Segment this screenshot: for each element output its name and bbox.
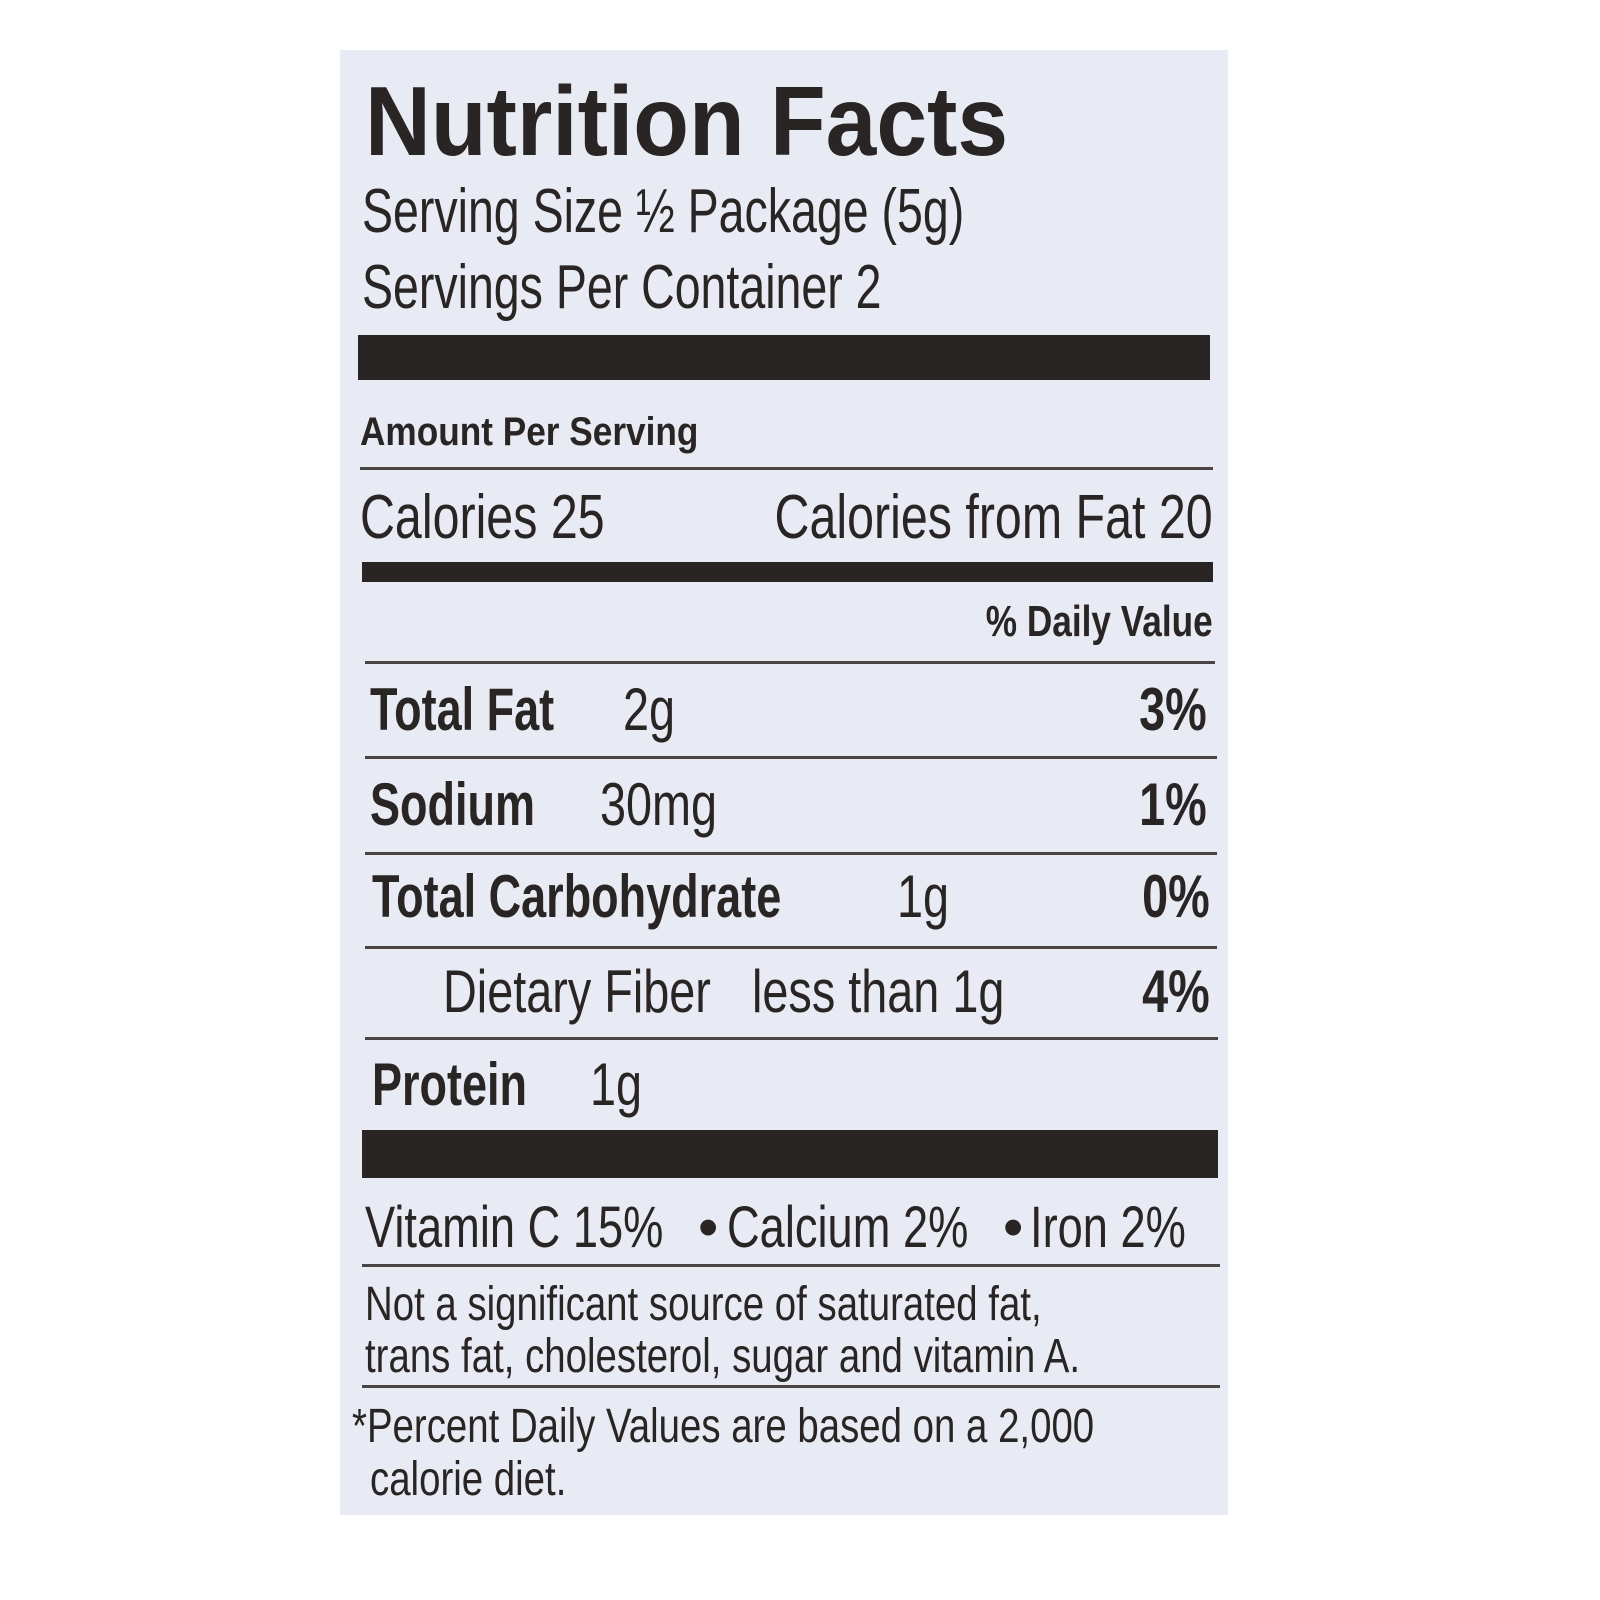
- rule: [362, 1385, 1220, 1388]
- footnote-line: *Percent Daily Values are based on a 2,0…: [352, 1400, 1095, 1453]
- nutrient-amount: 30mg: [600, 771, 718, 838]
- thick-rule: [358, 335, 1210, 380]
- title: Nutrition Facts: [365, 66, 1009, 176]
- vitamin: Vitamin C 15%: [365, 1195, 664, 1260]
- nutrient-daily-value: 4%: [1142, 958, 1210, 1025]
- nutrient-name: Total Fat: [370, 676, 555, 743]
- nutrient-amount: 2g: [623, 676, 676, 743]
- nutrient-daily-value: 3%: [1139, 676, 1207, 743]
- thick-rule: [362, 1130, 1218, 1178]
- bullet: •: [1003, 1195, 1024, 1260]
- nutrient-amount: 1g: [897, 863, 950, 930]
- nutrient-name: Dietary Fiber: [443, 958, 711, 1025]
- note-line: trans fat, cholesterol, sugar and vitami…: [365, 1330, 1081, 1383]
- rule: [365, 756, 1217, 759]
- vitamin: Calcium 2%: [727, 1195, 969, 1260]
- nutrient-daily-value: 1%: [1139, 771, 1207, 838]
- nutrient-amount: 1g: [590, 1051, 643, 1118]
- nutrient-name: Sodium: [370, 771, 535, 838]
- bullet: •: [698, 1195, 719, 1260]
- calories: Calories 25: [360, 483, 605, 552]
- note-line: Not a significant source of saturated fa…: [365, 1278, 1042, 1331]
- rule: [365, 852, 1217, 855]
- rule: [365, 661, 1215, 664]
- label-panel: [340, 50, 1228, 1515]
- nutrient-daily-value: 0%: [1142, 863, 1210, 930]
- nutrient-name: Total Carbohydrate: [372, 863, 782, 930]
- rule: [365, 946, 1217, 949]
- calories-from-fat: Calories from Fat 20: [774, 483, 1213, 552]
- rule: [360, 467, 1213, 470]
- daily-value-header: % Daily Value: [986, 597, 1213, 646]
- serving-size: Serving Size ½ Package (5g): [362, 177, 965, 246]
- rule: [362, 1264, 1220, 1267]
- medium-rule: [362, 562, 1213, 582]
- rule: [365, 1037, 1218, 1040]
- vitamin: Iron 2%: [1030, 1195, 1186, 1260]
- nutrient-amount: less than 1g: [752, 958, 1005, 1025]
- footnote-line: calorie diet.: [370, 1453, 567, 1506]
- servings-per-container: Servings Per Container 2: [362, 253, 882, 322]
- nutrient-name: Protein: [372, 1051, 528, 1118]
- amount-per-serving: Amount Per Serving: [360, 410, 699, 454]
